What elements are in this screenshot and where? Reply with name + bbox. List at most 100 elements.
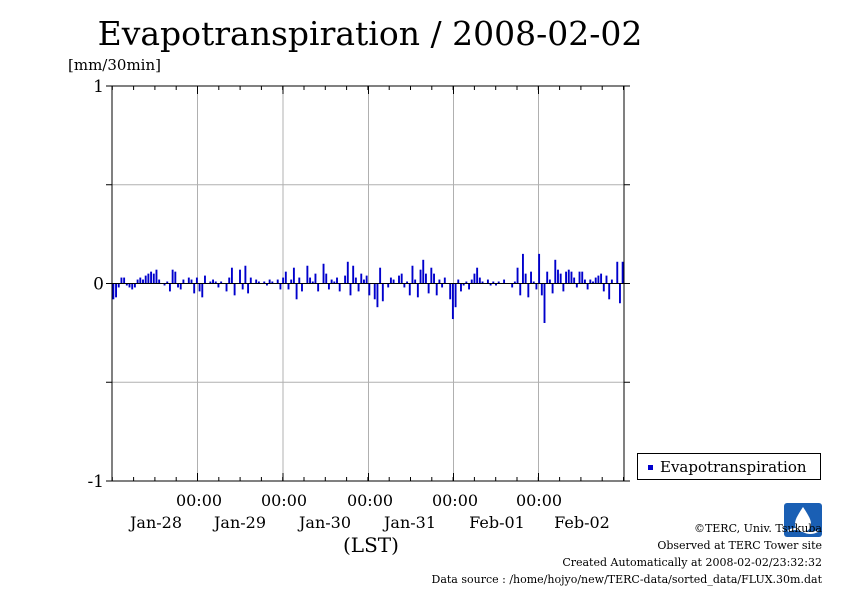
bar (441, 283, 444, 288)
bar (575, 283, 578, 288)
bar (438, 279, 441, 284)
y-tick-label: 1 (93, 77, 104, 97)
bar (570, 271, 573, 284)
series-bars (112, 253, 624, 323)
bar (602, 283, 605, 292)
bar (435, 283, 438, 296)
bar (204, 275, 206, 284)
bar (610, 279, 613, 284)
bar (139, 277, 142, 284)
bar (244, 265, 247, 284)
bar (344, 275, 347, 284)
bar (392, 279, 395, 284)
bar (163, 283, 166, 286)
bar (360, 273, 363, 284)
bar (400, 273, 403, 284)
bar (486, 279, 489, 284)
bar (136, 279, 139, 284)
bar (443, 277, 446, 284)
bar (408, 283, 411, 296)
bar (527, 283, 530, 298)
bar (220, 281, 223, 284)
x-tick-date-label: Jan-31 (382, 513, 436, 532)
bar (373, 283, 376, 300)
bar (365, 275, 368, 284)
bar (198, 283, 201, 292)
bar (516, 267, 519, 284)
bar (605, 275, 608, 284)
bar (567, 269, 570, 284)
bar (158, 279, 161, 284)
bar (317, 283, 320, 292)
bar (530, 271, 532, 284)
x-tick-time-label: 00:00 (516, 491, 562, 510)
bar (290, 279, 293, 284)
bar (597, 275, 600, 284)
bar (492, 281, 495, 284)
bar (581, 271, 584, 284)
bar (152, 273, 155, 284)
y-axis-unit-label: [mm/30min] (68, 56, 161, 74)
bar (551, 283, 554, 294)
legend: Evapotranspiration (637, 453, 821, 480)
bar (535, 283, 538, 290)
bar (594, 277, 597, 284)
bar (123, 277, 126, 284)
bar (513, 281, 516, 284)
bar (495, 283, 497, 286)
bar (379, 267, 382, 284)
bar (195, 277, 198, 284)
bar (266, 283, 268, 286)
bar (287, 283, 290, 290)
bar (217, 283, 220, 288)
bar (414, 279, 417, 284)
x-tick-date-label: Feb-02 (554, 513, 610, 532)
bar (239, 269, 241, 284)
chart-title: Evapotranspiration / 2008-02-02 (97, 14, 643, 53)
bar (454, 283, 457, 308)
credit-created: Created Automatically at 2008-02-02/23:3… (562, 556, 822, 569)
bar (325, 273, 328, 284)
bar (177, 283, 179, 288)
bar (128, 283, 131, 288)
bar (150, 271, 153, 284)
bar (451, 283, 454, 320)
bar (230, 267, 233, 284)
credit-site: Observed at TERC Tower site (657, 539, 822, 552)
bar (503, 279, 506, 284)
x-tick-date-label: Jan-28 (128, 513, 182, 532)
bar (460, 283, 462, 292)
bar (241, 283, 244, 290)
bar (112, 283, 115, 300)
bar (406, 281, 409, 284)
bar (403, 283, 406, 288)
bar (298, 277, 301, 284)
bar (497, 281, 500, 284)
bar (292, 267, 295, 284)
bar (481, 281, 484, 284)
bar (330, 279, 333, 284)
bar (608, 283, 611, 300)
bar (201, 283, 204, 298)
credit-data-source: Data source : /home/hojyo/new/TERC-data/… (431, 573, 823, 586)
bar (147, 273, 150, 284)
bar (586, 283, 589, 290)
x-tick-time-label: 00:00 (261, 491, 307, 510)
bar (133, 283, 136, 288)
bar (282, 277, 285, 284)
bar (166, 281, 169, 284)
bar (559, 273, 562, 284)
bar (554, 259, 557, 284)
bar (519, 283, 522, 296)
bar (449, 283, 452, 300)
bar (416, 283, 419, 298)
bar (228, 277, 231, 284)
bar (131, 283, 134, 290)
bar (424, 273, 427, 284)
bar (589, 279, 592, 284)
bar (616, 261, 619, 284)
bar (427, 283, 430, 294)
bar (470, 279, 473, 284)
bar (279, 283, 282, 290)
x-tick-date-label: Jan-29 (212, 513, 266, 532)
